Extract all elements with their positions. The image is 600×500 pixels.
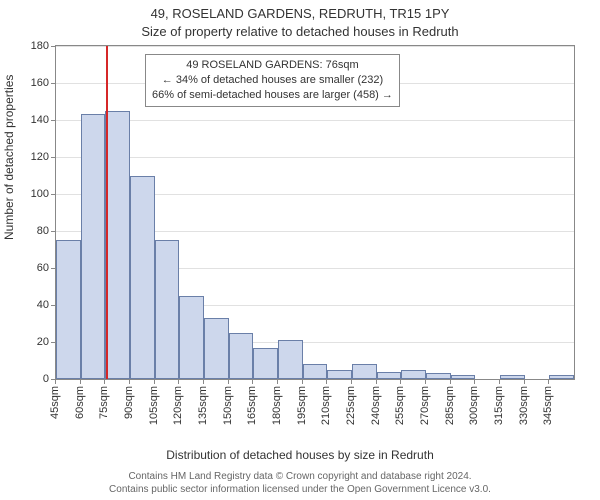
histogram-bar xyxy=(327,370,352,379)
x-tick-label: 165sqm xyxy=(246,386,258,425)
marker-line xyxy=(106,46,108,379)
x-tick-label: 180sqm xyxy=(271,386,283,425)
x-tick-mark xyxy=(425,380,426,384)
x-tick-label: 120sqm xyxy=(172,386,184,425)
y-tick-label: 80 xyxy=(19,225,49,237)
x-tick-mark xyxy=(228,380,229,384)
x-tick-mark xyxy=(178,380,179,384)
histogram-bar xyxy=(303,364,328,379)
histogram-bar xyxy=(155,240,180,379)
x-tick-label: 90sqm xyxy=(123,386,135,419)
footer-line2: Contains public sector information licen… xyxy=(0,483,600,496)
x-tick-label: 45sqm xyxy=(49,386,61,419)
x-tick-mark xyxy=(474,380,475,384)
x-tick-label: 135sqm xyxy=(197,386,209,425)
x-tick-label: 315sqm xyxy=(493,386,505,425)
x-tick-label: 195sqm xyxy=(296,386,308,425)
x-tick-label: 300sqm xyxy=(468,386,480,425)
y-tick-label: 180 xyxy=(19,40,49,52)
x-tick-label: 240sqm xyxy=(370,386,382,425)
histogram-bar xyxy=(81,114,106,379)
x-tick-mark xyxy=(326,380,327,384)
histogram-bar xyxy=(56,240,81,379)
y-tick-label: 20 xyxy=(19,336,49,348)
x-tick-mark xyxy=(548,380,549,384)
histogram-bar xyxy=(377,372,402,379)
x-tick-label: 105sqm xyxy=(148,386,160,425)
histogram-bar xyxy=(451,375,476,379)
x-tick-mark xyxy=(55,380,56,384)
annotation-box: 49 ROSELAND GARDENS: 76sqm ← 34% of deta… xyxy=(145,54,400,107)
chart-subtitle: Size of property relative to detached ho… xyxy=(0,24,600,39)
x-tick-label: 225sqm xyxy=(345,386,357,425)
plot-area: 49 ROSELAND GARDENS: 76sqm ← 34% of deta… xyxy=(55,45,575,380)
y-tick-label: 0 xyxy=(19,373,49,385)
x-tick-label: 255sqm xyxy=(394,386,406,425)
x-tick-mark xyxy=(524,380,525,384)
x-tick-mark xyxy=(104,380,105,384)
chart-container: 49, ROSELAND GARDENS, REDRUTH, TR15 1PY … xyxy=(0,0,600,500)
x-tick-mark xyxy=(351,380,352,384)
x-tick-mark xyxy=(203,380,204,384)
histogram-bar xyxy=(253,348,278,379)
x-tick-mark xyxy=(302,380,303,384)
gridline xyxy=(56,120,574,121)
y-axis-label: Number of detached properties xyxy=(2,75,16,240)
x-tick-label: 345sqm xyxy=(542,386,554,425)
histogram-bar xyxy=(204,318,229,379)
x-tick-mark xyxy=(129,380,130,384)
x-tick-label: 210sqm xyxy=(320,386,332,425)
histogram-bar xyxy=(278,340,303,379)
histogram-bar xyxy=(426,373,451,379)
histogram-bar xyxy=(229,333,254,379)
footer-line1: Contains HM Land Registry data © Crown c… xyxy=(0,470,600,483)
footer-attribution: Contains HM Land Registry data © Crown c… xyxy=(0,470,600,496)
x-tick-mark xyxy=(154,380,155,384)
x-tick-label: 60sqm xyxy=(74,386,86,419)
gridline xyxy=(56,46,574,47)
histogram-bar xyxy=(130,176,155,380)
x-tick-label: 330sqm xyxy=(518,386,530,425)
x-tick-label: 285sqm xyxy=(444,386,456,425)
histogram-bar xyxy=(500,375,525,379)
y-tick-label: 160 xyxy=(19,77,49,89)
x-tick-mark xyxy=(499,380,500,384)
y-tick-label: 120 xyxy=(19,151,49,163)
x-tick-mark xyxy=(400,380,401,384)
y-tick-label: 140 xyxy=(19,114,49,126)
x-tick-mark xyxy=(376,380,377,384)
histogram-bar xyxy=(179,296,204,379)
histogram-bar xyxy=(401,370,426,379)
x-tick-label: 150sqm xyxy=(222,386,234,425)
histogram-bar xyxy=(352,364,377,379)
y-tick-label: 40 xyxy=(19,299,49,311)
chart-title: 49, ROSELAND GARDENS, REDRUTH, TR15 1PY xyxy=(0,6,600,21)
x-tick-mark xyxy=(252,380,253,384)
x-tick-label: 75sqm xyxy=(98,386,110,419)
annotation-line1: 49 ROSELAND GARDENS: 76sqm xyxy=(152,58,393,73)
x-tick-label: 270sqm xyxy=(419,386,431,425)
y-tick-label: 100 xyxy=(19,188,49,200)
x-tick-mark xyxy=(450,380,451,384)
annotation-line2: ← 34% of detached houses are smaller (23… xyxy=(152,73,393,88)
x-tick-mark xyxy=(80,380,81,384)
histogram-bar xyxy=(105,111,130,379)
annotation-line3: 66% of semi-detached houses are larger (… xyxy=(152,88,393,103)
histogram-bar xyxy=(549,375,574,379)
gridline xyxy=(56,157,574,158)
x-tick-mark xyxy=(277,380,278,384)
x-axis-label: Distribution of detached houses by size … xyxy=(0,448,600,462)
y-tick-label: 60 xyxy=(19,262,49,274)
